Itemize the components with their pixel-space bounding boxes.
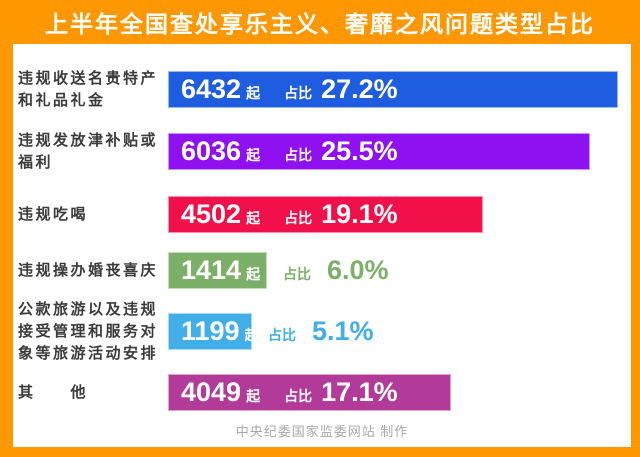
share-group: 占比 27.2%	[284, 74, 398, 105]
share-value: 5.1%	[312, 316, 374, 346]
case-count-unit: 起	[246, 265, 261, 282]
case-count: 6036	[181, 136, 242, 166]
share-value: 27.2%	[321, 74, 398, 104]
share-value: 19.1%	[321, 199, 398, 229]
value-bar: 1414 起 占比 6.0%	[168, 252, 267, 289]
share-label: 占比	[284, 147, 313, 163]
case-count: 6432	[181, 74, 242, 104]
case-count-unit: 起	[246, 387, 261, 404]
chart-panel: 违规收送名贵特产 和礼品礼金 6432 起 占比 27.2% 占比 27.2% …	[13, 44, 631, 447]
value-bar: 4502 起 占比 19.1%	[168, 196, 483, 233]
share-group: 占比 19.1%	[284, 199, 398, 230]
share-value: 6.0%	[327, 255, 389, 285]
case-count-unit: 起	[246, 209, 261, 226]
bar-wrap: 1199 起 占比 5.1% 占比 5.1%	[168, 313, 374, 350]
share-group: 占比 17.1%	[284, 377, 398, 408]
bar-wrap: 4049 起 占比 17.1% 占比 17.1%	[168, 374, 451, 411]
case-count: 1414	[181, 255, 242, 285]
value-bar: 6036 起 占比 25.5%	[168, 133, 590, 170]
case-count-unit: 起	[244, 326, 259, 343]
share-label: 占比	[284, 85, 313, 101]
case-count-unit: 起	[246, 146, 261, 163]
case-count: 4502	[181, 199, 242, 229]
category-label: 违规操办婚丧喜庆	[18, 261, 159, 279]
case-count: 1199	[181, 316, 240, 346]
category-label: 违规发放津补贴或 福利	[18, 131, 159, 171]
bar-wrap: 6036 起 占比 25.5% 占比 25.5%	[168, 133, 590, 170]
share-label: 占比	[268, 327, 296, 343]
share-group-outside: 占比 5.1%	[268, 316, 374, 347]
category-label: 公款旅游以及违规 接受管理和服务对 象等旅游活动安排	[18, 300, 159, 362]
bar-wrap: 1414 起 占比 6.0% 占比 6.0%	[168, 252, 389, 289]
share-group: 占比 25.5%	[284, 136, 398, 167]
share-value: 25.5%	[321, 136, 398, 166]
category-label: 违规收送名贵特产 和礼品礼金	[18, 69, 159, 109]
value-bar: 6432 起 占比 27.2%	[168, 71, 618, 108]
page-title: 上半年全国查处享乐主义、奢靡之风问题类型占比	[45, 11, 595, 37]
case-count: 4049	[181, 377, 242, 407]
case-count-unit: 起	[246, 84, 261, 101]
bar-wrap: 6432 起 占比 27.2% 占比 27.2%	[168, 71, 618, 108]
bar-wrap: 4502 起 占比 19.1% 占比 19.1%	[168, 196, 483, 233]
share-label: 占比	[284, 210, 313, 226]
share-value: 17.1%	[321, 377, 398, 407]
share-label: 占比	[284, 388, 313, 404]
footer-credit: 中央纪委国家监委网站 制作	[235, 424, 409, 439]
share-label: 占比	[283, 266, 311, 282]
value-bar: 4049 起 占比 17.1%	[168, 374, 451, 411]
share-group-outside: 占比 6.0%	[283, 255, 389, 286]
category-label: 违规吃喝	[18, 205, 89, 223]
value-bar: 1199 起 占比 5.1%	[168, 313, 259, 350]
category-label: 其 他	[18, 383, 89, 401]
